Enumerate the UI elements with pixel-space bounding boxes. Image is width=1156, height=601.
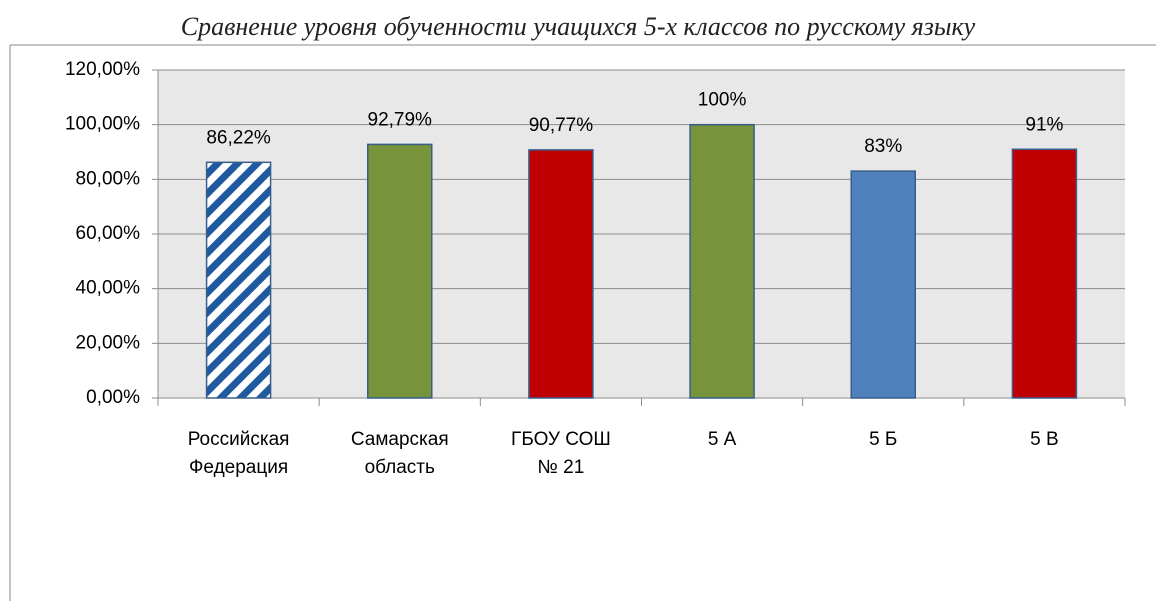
x-tick-label: 5 В xyxy=(1030,429,1059,450)
x-tick-label: Самарская область xyxy=(350,429,449,478)
y-tick-label: 0,00% xyxy=(86,387,140,408)
data-label: 83% xyxy=(864,136,902,157)
y-tick-label: 80,00% xyxy=(76,168,141,189)
chart-title: Сравнение уровня обученности учащихся 5-… xyxy=(180,12,976,41)
y-tick-label: 100,00% xyxy=(65,114,140,135)
x-tick-label: ГБОУ СОШ № 21 xyxy=(511,429,611,478)
y-tick-label: 120,00% xyxy=(65,59,140,80)
data-label: 86,22% xyxy=(206,127,271,148)
y-tick-label: 20,00% xyxy=(76,332,141,353)
data-label: 90,77% xyxy=(529,115,594,136)
bar xyxy=(528,149,594,399)
data-label: 91% xyxy=(1025,114,1063,135)
y-tick-label: 60,00% xyxy=(76,223,141,244)
x-tick-label: Российская Федерация xyxy=(187,429,290,478)
bar xyxy=(1011,148,1078,399)
y-tick-label: 40,00% xyxy=(76,278,141,299)
x-tick-label: 5 Б xyxy=(869,429,898,450)
bar xyxy=(850,170,916,399)
bar xyxy=(205,161,272,399)
bar xyxy=(689,123,755,399)
x-tick-label: 5 А xyxy=(707,429,737,450)
data-label: 92,79% xyxy=(368,109,433,130)
bar xyxy=(367,143,433,399)
data-label: 100% xyxy=(698,90,747,111)
